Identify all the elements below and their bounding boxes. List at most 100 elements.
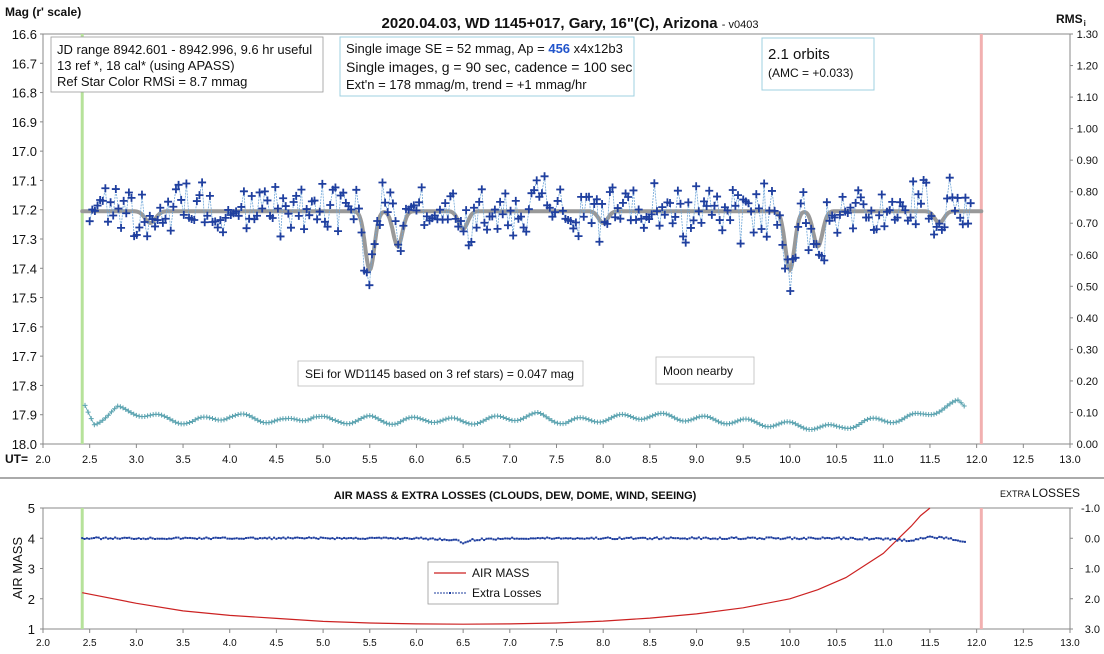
rms-point (732, 419, 738, 425)
data-point (467, 237, 476, 246)
data-point (624, 193, 633, 202)
extra-losses-point (399, 537, 402, 540)
data-point (98, 196, 107, 205)
extra-losses-point (756, 537, 759, 540)
rms-point (370, 413, 376, 419)
extra-losses-point (604, 536, 607, 539)
extra-losses-point (571, 537, 574, 540)
data-point (700, 197, 709, 206)
extra-losses-point (282, 536, 285, 539)
rms-point (569, 417, 575, 423)
rms-point (663, 411, 669, 417)
image-info-line-1: Single image SE = 52 mmag, Ap = 456 x4x1… (346, 41, 623, 56)
data-point (263, 196, 272, 205)
data-point (200, 218, 209, 227)
airmass-x-tick-label: 8.5 (643, 638, 657, 649)
data-point (835, 210, 844, 219)
x-tick-label: 7.5 (549, 454, 564, 466)
extra-losses-point (534, 537, 537, 540)
data-point (799, 188, 808, 197)
extra-losses-point (273, 536, 276, 539)
data-point (551, 208, 560, 217)
data-point (540, 172, 549, 181)
data-point (462, 206, 471, 215)
data-point (846, 203, 855, 212)
data-point (318, 179, 327, 188)
extra-losses-point (102, 537, 105, 540)
extra-losses-point (618, 536, 621, 539)
rms-point (688, 417, 694, 423)
extra-losses-point (900, 539, 903, 542)
extra-losses-point (441, 539, 444, 542)
rms-point (91, 422, 97, 428)
data-point (530, 186, 539, 195)
data-point (219, 228, 228, 237)
rms-point (480, 418, 486, 424)
data-point (718, 226, 727, 235)
extra-losses-point (912, 539, 915, 542)
rms-point (88, 416, 94, 422)
extra-losses-point (266, 537, 269, 540)
extra-losses-point (555, 537, 558, 540)
x-tick-label: 3.0 (129, 454, 144, 466)
extra-losses-point (312, 536, 315, 539)
data-point (396, 247, 405, 256)
extra-losses-point (364, 537, 367, 540)
data-point (85, 217, 94, 226)
rms-point (414, 415, 420, 421)
x-tick-label: 10.0 (779, 454, 800, 466)
rms-point (538, 411, 544, 417)
rms-point (272, 418, 278, 424)
extra-losses-point (525, 537, 528, 540)
extra-losses-point (469, 539, 472, 542)
extra-losses-point (802, 536, 805, 539)
data-point (313, 215, 322, 224)
rms-point (497, 414, 503, 420)
rms-point (384, 420, 390, 426)
extra-losses-point (961, 540, 964, 543)
rms-point (666, 412, 672, 418)
data-point (702, 202, 711, 211)
extra-losses-point (354, 536, 357, 539)
rms-point (885, 419, 891, 425)
extra-losses-point (111, 537, 114, 540)
extra-losses-point (371, 536, 374, 539)
rms-point (563, 420, 569, 426)
extra-losses-point (791, 538, 794, 541)
x-tick-label: 11.5 (920, 454, 941, 466)
data-point (509, 231, 518, 240)
extra-losses-point (746, 536, 749, 539)
data-point (451, 214, 460, 223)
rms-point (751, 418, 757, 424)
data-point (804, 246, 813, 255)
extra-losses-point (823, 537, 826, 540)
rms-point (294, 417, 300, 423)
rms-point (167, 416, 173, 422)
rms-point (812, 426, 818, 432)
y-tick-label: 17.4 (12, 261, 37, 276)
rms-point (792, 421, 798, 427)
extra-losses-point (588, 537, 591, 540)
extra-losses-point (686, 538, 689, 541)
data-point (922, 178, 931, 187)
data-point (660, 210, 669, 219)
extra-losses-point (196, 537, 199, 540)
extra-losses-point (758, 537, 761, 540)
rms-point (378, 417, 384, 423)
extra-losses-point (581, 537, 584, 540)
legend-extra-losses-label: Extra Losses (472, 586, 541, 600)
extra-losses-point (210, 538, 213, 541)
data-point (775, 211, 784, 220)
data-point (391, 217, 400, 226)
rms-point (406, 415, 412, 421)
extra-losses-point (889, 538, 892, 541)
rms-point (288, 416, 294, 422)
extra-losses-point (520, 537, 523, 540)
extra-losses-point (877, 537, 880, 540)
extra-losses-point (627, 536, 630, 539)
airmass-line (82, 507, 931, 625)
rms-point (952, 398, 958, 404)
extra-losses-point (396, 536, 399, 539)
data-point (260, 187, 269, 196)
extra-losses-point (203, 537, 206, 540)
